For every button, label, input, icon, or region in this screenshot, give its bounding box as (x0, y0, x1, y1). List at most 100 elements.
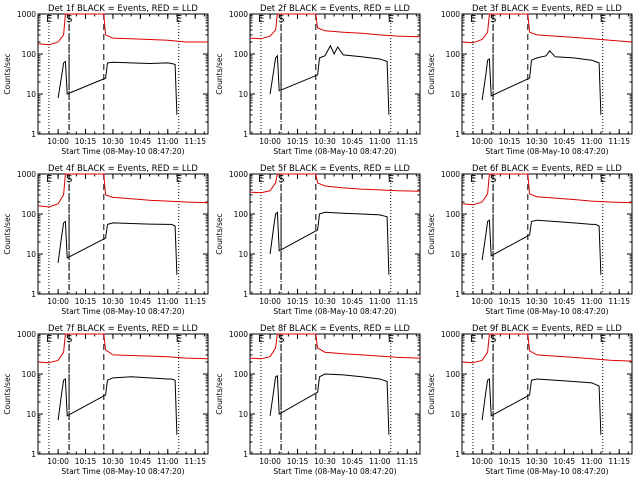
y-tick-label: 1 (31, 450, 36, 459)
y-axis-label: Counts/sec (427, 213, 436, 254)
x-tick-label: 10:30 (314, 297, 336, 306)
y-tick-label: 1 (243, 130, 248, 139)
panel-title: Det 1f BLACK = Events, RED = LLD (48, 4, 198, 14)
panel-title: Det 4f BLACK = Events, RED = LLD (48, 164, 198, 174)
panel-title: Det 5f BLACK = Events, RED = LLD (260, 164, 410, 174)
plot-frame (461, 173, 633, 295)
plot-frame (37, 333, 209, 455)
events-series-line (269, 373, 390, 435)
y-tick-label: 1 (455, 290, 460, 299)
lld-series-line (461, 173, 633, 206)
y-tick-label: 100 (22, 370, 37, 379)
x-tick-label: 10:30 (102, 297, 124, 306)
y-tick-label: 1000 (441, 170, 460, 179)
x-axis-label: Start Time (08-May-10 08:47:20) (485, 467, 608, 476)
lld-series-line (249, 173, 421, 194)
marker-label: E (388, 174, 394, 185)
x-tick-label: 10:45 (554, 297, 576, 306)
x-tick-label: 10:00 (259, 137, 281, 146)
x-tick-label: 10:45 (342, 137, 364, 146)
detector-panel-5: Det 5f BLACK = Events, RED = LLD 1 10 100 10… (215, 164, 421, 316)
plot-frame (37, 13, 209, 135)
detector-panel-4: Det 4f BLACK = Events, RED = LLD 1 10 100 10… (3, 164, 209, 316)
lld-series-line (37, 13, 208, 46)
marker-label: E (176, 174, 182, 185)
marker-label: E (600, 334, 606, 345)
marker-label: E (470, 174, 476, 185)
events-series-line (57, 60, 178, 115)
y-tick-label: 100 (22, 50, 37, 59)
y-tick-label: 1 (31, 290, 36, 299)
events-series-line (269, 44, 390, 115)
x-tick-label: 10:00 (47, 297, 69, 306)
x-tick-label: 11:00 (157, 137, 179, 146)
y-tick-label: 1000 (441, 10, 460, 19)
x-axis-label: Start Time (08-May-10 08:47:20) (273, 467, 396, 476)
marker-label: E (470, 14, 476, 25)
x-tick-label: 10:00 (471, 457, 493, 466)
x-axis-label: Start Time (08-May-10 08:47:20) (485, 147, 608, 156)
panel-title: Det 2f BLACK = Events, RED = LLD (260, 4, 410, 14)
events-series-line (269, 211, 390, 275)
x-tick-label: 11:00 (369, 457, 391, 466)
x-tick-label: 11:00 (157, 297, 179, 306)
x-tick-label: 10:30 (526, 297, 548, 306)
x-tick-label: 10:15 (287, 137, 309, 146)
x-tick-label: 10:00 (47, 457, 69, 466)
x-tick-label: 10:45 (554, 137, 576, 146)
x-tick-label: 10:45 (130, 457, 152, 466)
y-tick-label: 1 (243, 290, 248, 299)
events-series-line (481, 50, 602, 115)
x-tick-label: 11:15 (184, 457, 206, 466)
y-tick-label: 10 (238, 250, 248, 259)
marker-label: E (46, 334, 52, 345)
marker-label: E (176, 14, 182, 25)
marker-label: E (600, 174, 606, 185)
x-tick-label: 11:15 (396, 457, 418, 466)
x-tick-label: 10:15 (499, 457, 521, 466)
marker-label: E (470, 334, 476, 345)
panel-title: Det 6f BLACK = Events, RED = LLD (472, 164, 622, 174)
y-tick-label: 1 (31, 130, 36, 139)
x-tick-label: 10:15 (75, 297, 97, 306)
x-tick-label: 11:00 (157, 457, 179, 466)
y-tick-label: 1000 (17, 10, 36, 19)
x-tick-label: 10:00 (471, 297, 493, 306)
panel-title: Det 9f BLACK = Events, RED = LLD (472, 324, 622, 334)
marker-label: E (258, 334, 264, 345)
y-tick-label: 1000 (229, 170, 248, 179)
lld-series-line (37, 173, 209, 208)
detector-panel-8: Det 8f BLACK = Events, RED = LLD 1 10 100 10… (215, 324, 421, 476)
events-series-line (57, 376, 178, 435)
y-tick-label: 1 (243, 450, 248, 459)
x-tick-label: 10:45 (342, 457, 364, 466)
y-tick-label: 10 (26, 250, 36, 259)
y-tick-label: 1000 (17, 170, 36, 179)
y-axis-label: Counts/sec (215, 213, 224, 254)
marker-label: E (258, 174, 264, 185)
x-tick-label: 10:45 (554, 457, 576, 466)
y-tick-label: 10 (238, 90, 248, 99)
x-tick-label: 10:30 (314, 457, 336, 466)
y-tick-label: 100 (234, 210, 249, 219)
y-axis-label: Counts/sec (427, 373, 436, 414)
x-axis-label: Start Time (08-May-10 08:47:20) (61, 147, 184, 156)
y-tick-label: 100 (234, 370, 249, 379)
x-tick-label: 10:45 (342, 297, 364, 306)
y-tick-label: 1000 (441, 330, 460, 339)
y-tick-label: 10 (450, 410, 460, 419)
marker-label: E (176, 334, 182, 345)
x-tick-label: 10:15 (287, 297, 309, 306)
x-tick-label: 11:00 (369, 297, 391, 306)
plot-frame (461, 333, 633, 455)
x-tick-label: 11:15 (608, 457, 630, 466)
y-tick-label: 10 (450, 90, 460, 99)
x-tick-label: 11:15 (608, 137, 630, 146)
y-tick-label: 1 (455, 450, 460, 459)
y-tick-label: 100 (446, 370, 461, 379)
x-tick-label: 10:30 (102, 457, 124, 466)
marker-label: E (600, 14, 606, 25)
plot-frame (37, 173, 209, 295)
